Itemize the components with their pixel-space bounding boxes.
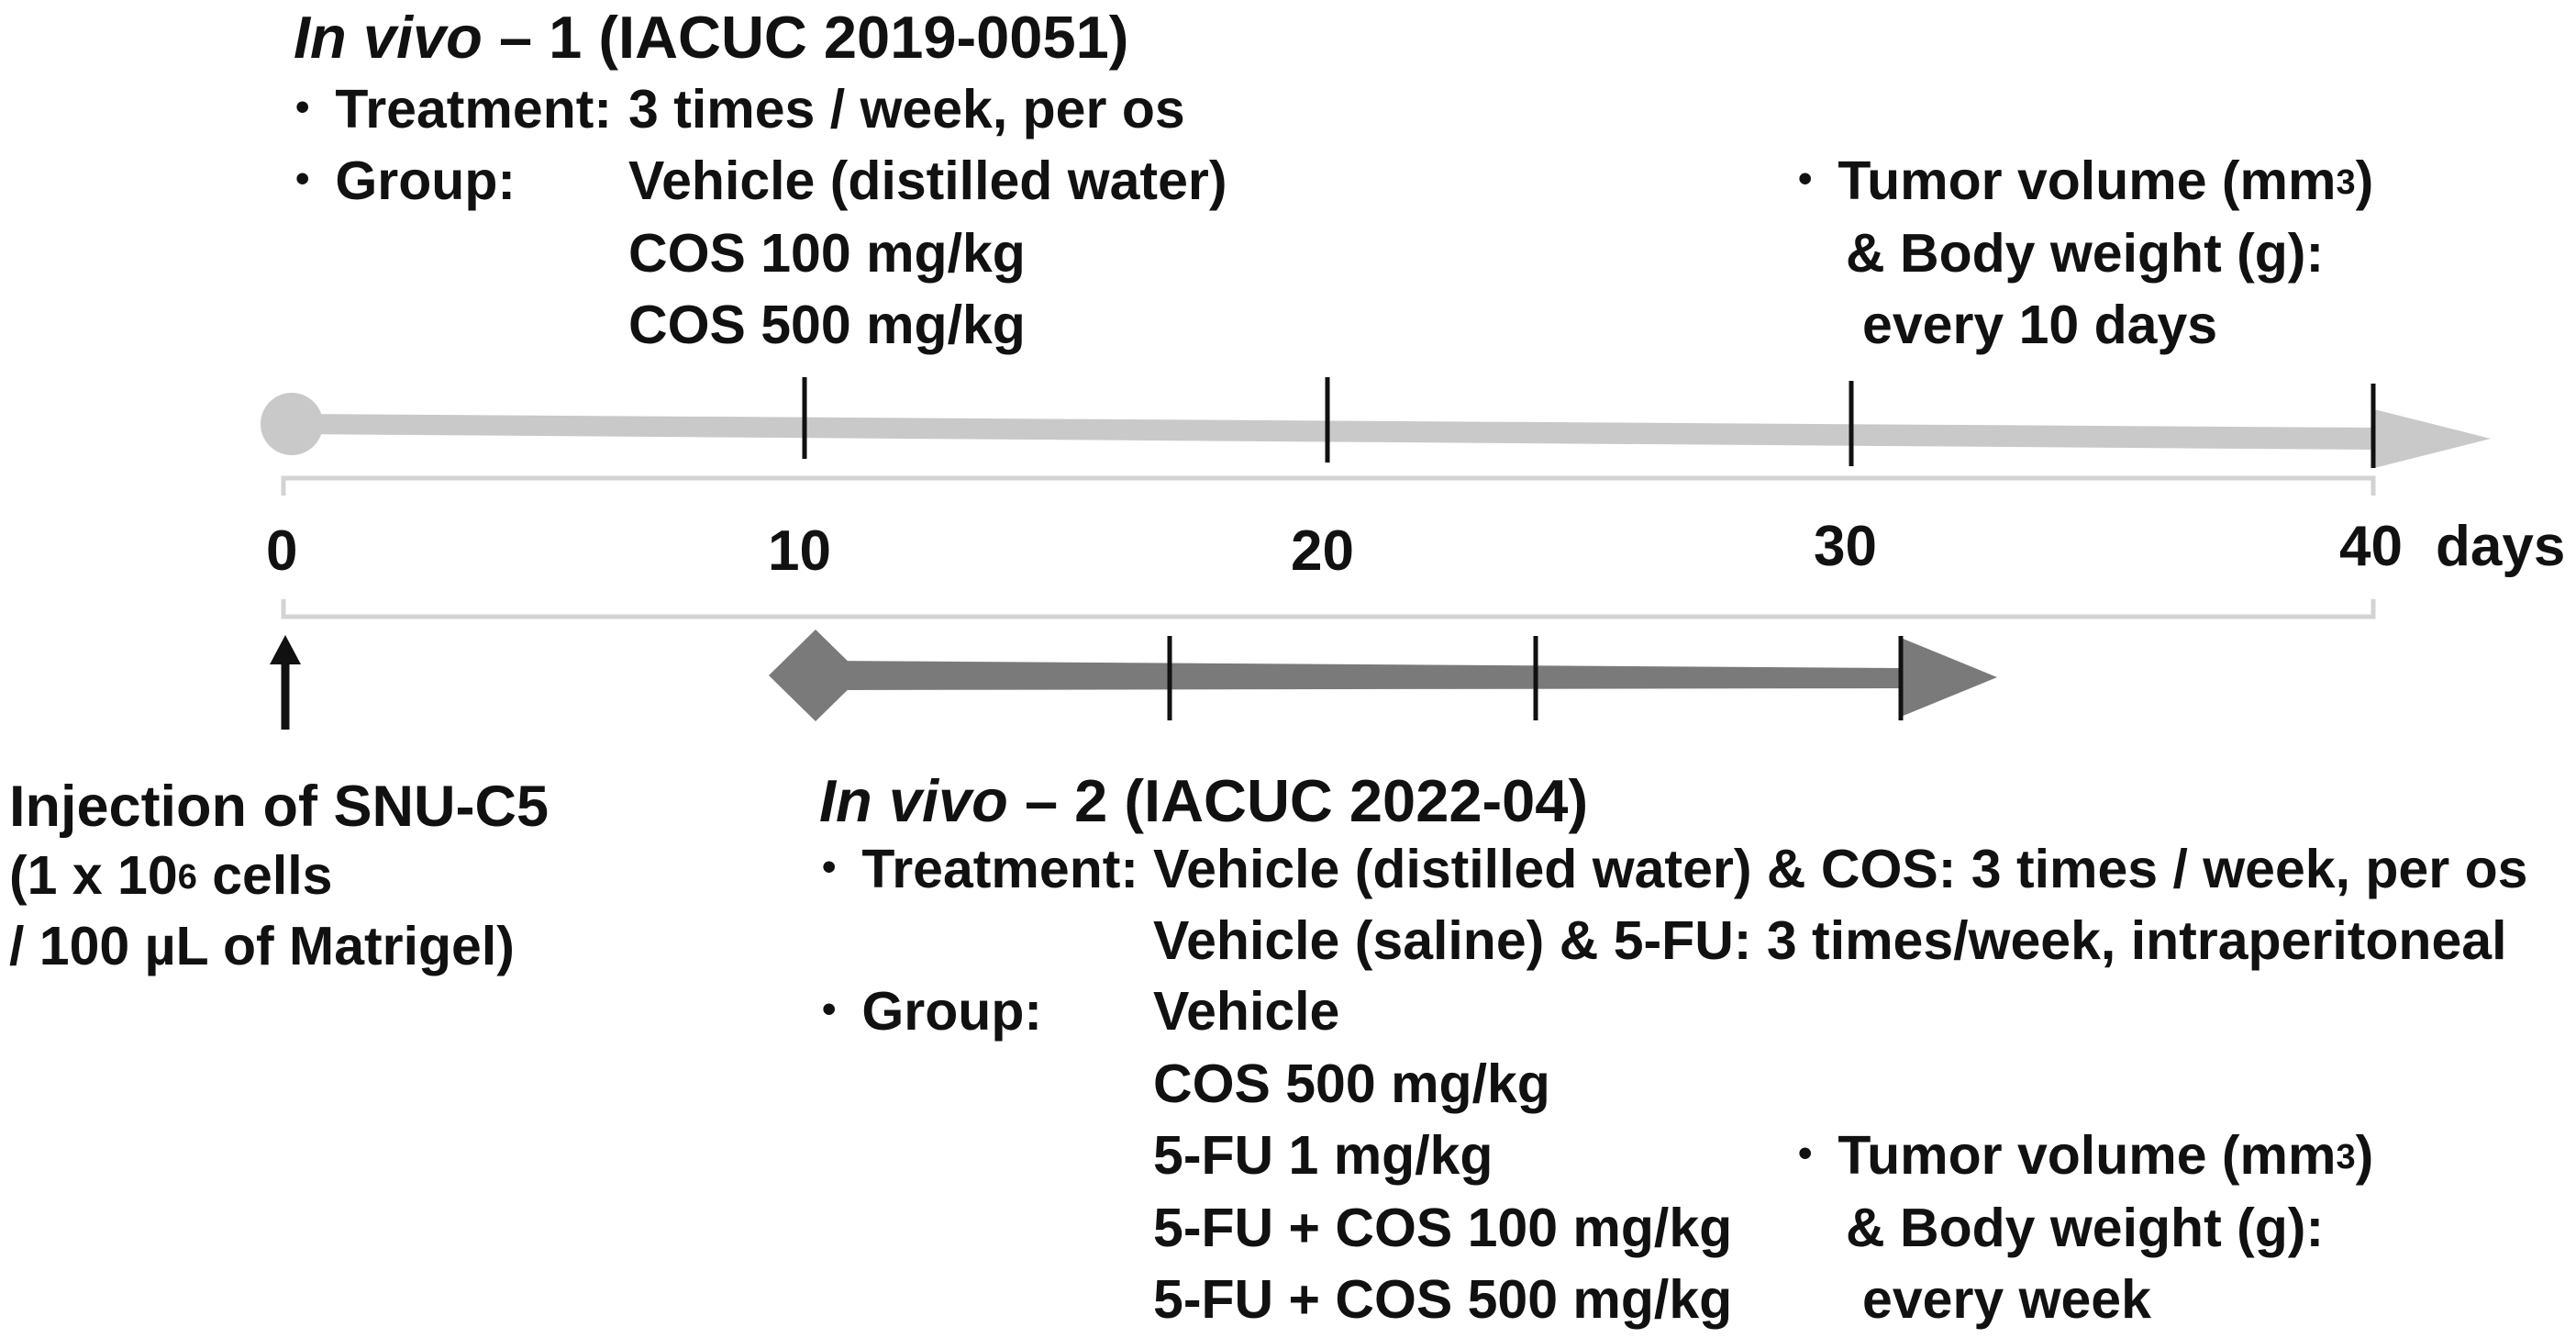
- injection-line1: Injection of SNU-C5: [9, 775, 550, 839]
- study1-measure-line2: & Body weight (g):: [1846, 223, 2325, 284]
- study1-group-1: Vehicle (distilled water): [628, 151, 1227, 211]
- study1-measure-line3: every 10 days: [1862, 295, 2218, 355]
- study1-treatment-value: 3 times / week, per os: [628, 79, 1185, 139]
- injection-line3: / 100 µL of Matrigel): [9, 916, 515, 976]
- axis-unit-label: days: [2436, 515, 2566, 578]
- study2-treatment-value-2: Vehicle (saline) & 5-FU: 3 times/week, i…: [1153, 910, 2507, 971]
- study2-treatment-value-1: Vehicle (distilled water) & COS: 3 times…: [1153, 839, 2528, 899]
- study2-group-3: 5-FU 1 mg/kg: [1153, 1125, 1493, 1186]
- study2-group-label: Group:: [861, 981, 1043, 1042]
- study1-treatment-row: • Treatment:: [295, 79, 613, 139]
- study2-group-row: • Group:: [822, 981, 1043, 1042]
- study2-title: In vivo – 2 (IACUC 2022-04): [819, 767, 1589, 834]
- axis-tick-label-20: 20: [1291, 519, 1354, 583]
- axis-tick-label-40: 40: [2339, 515, 2403, 578]
- study2-measure-line2: & Body weight (g):: [1846, 1198, 2325, 1258]
- study2-measure-line3: every week: [1862, 1269, 2151, 1330]
- study2-group-4: 5-FU + COS 100 mg/kg: [1153, 1198, 1733, 1258]
- study2-group-1: Vehicle: [1153, 981, 1340, 1042]
- study1-group-label: Group:: [335, 151, 516, 211]
- study1-group-row: • Group:: [295, 151, 516, 211]
- study1-group-2: COS 100 mg/kg: [628, 223, 1026, 284]
- study1-title: In vivo – 1 (IACUC 2019-0051): [294, 4, 1129, 71]
- study2-treatment-row: • Treatment:: [822, 839, 1139, 899]
- study2-group-5: 5-FU + COS 500 mg/kg: [1153, 1269, 1733, 1330]
- study1-arrow: [292, 409, 2491, 468]
- study2-group-2: COS 500 mg/kg: [1153, 1054, 1550, 1114]
- injection-line2: (1 x 106 cells: [9, 845, 333, 906]
- study2-arrow: [826, 638, 1997, 717]
- study2-treatment-label: Treatment:: [861, 839, 1139, 899]
- injection-arrow-head: [270, 635, 301, 664]
- study2-start-diamond: [769, 630, 862, 721]
- study1-measure-line1: • Tumor volume (mm3): [1798, 151, 2374, 211]
- axis-tick-label-10: 10: [768, 519, 831, 583]
- axis-tick-label-0: 0: [266, 519, 298, 583]
- axis-tick-label-30: 30: [1814, 515, 1877, 578]
- study2-measure-line1: • Tumor volume (mm3): [1798, 1125, 2374, 1186]
- study1-start-circle: [261, 393, 323, 455]
- axis-bracket-top: [281, 475, 2376, 496]
- axis-bracket-bottom: [281, 599, 2376, 619]
- study1-group-3: COS 500 mg/kg: [628, 295, 1026, 355]
- study1-treatment-label: Treatment:: [335, 79, 613, 139]
